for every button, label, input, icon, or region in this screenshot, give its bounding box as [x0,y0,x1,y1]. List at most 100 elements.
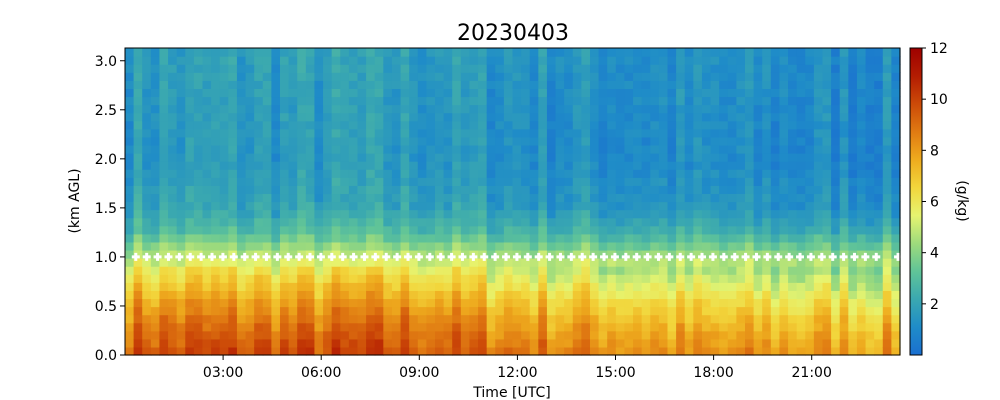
heatmap-cell [185,128,195,138]
heatmap-cell [788,144,798,154]
heatmap-cell [693,72,703,81]
heatmap-cell [676,225,686,235]
heatmap-cell [159,314,169,324]
heatmap-cell [409,144,419,154]
heatmap-cell [202,56,212,65]
heatmap-cell [633,290,643,300]
heatmap-cell [503,128,514,138]
heatmap-cell [417,177,427,186]
heatmap-cell [770,88,781,98]
heatmap-cell [125,48,135,57]
heatmap-cell [581,48,591,57]
heatmap-cell [615,209,626,219]
heatmap-cell [323,298,333,308]
heatmap-cell [348,209,359,219]
heatmap-cell [142,136,152,146]
heatmap-cell [366,96,376,106]
marker-point [229,252,238,261]
heatmap-cell [426,161,436,170]
heatmap-cell [236,282,247,291]
heatmap-cell [624,128,634,138]
heatmap-cell [598,193,608,203]
heatmap-cell [168,225,178,235]
heatmap-cell [538,112,548,122]
heatmap-cell [529,64,539,73]
heatmap-cell [874,306,884,316]
heatmap-cell [745,48,755,57]
heatmap-cell [236,266,247,275]
heatmap-cell [426,233,436,243]
heatmap-cell [254,177,264,186]
heatmap-cell [598,201,608,211]
heatmap-cell [710,72,720,81]
heatmap-cell [452,298,462,308]
heatmap-cell [245,144,255,154]
heatmap-cell [650,314,660,324]
heatmap-cell [736,322,746,332]
heatmap-cell [443,161,453,170]
heatmap-cell [280,128,290,138]
heatmap-cell [805,72,815,81]
heatmap-cell [409,185,419,195]
heatmap-cell [693,128,703,138]
heatmap-cell [211,266,221,275]
heatmap-cell [176,104,186,114]
heatmap-cell [435,306,445,316]
heatmap-cell [521,56,531,65]
heatmap-cell [391,153,402,162]
heatmap-cell [391,96,402,106]
heatmap-cell [314,96,324,106]
heatmap-cell [512,338,522,348]
heatmap-cell [822,209,832,219]
heatmap-cell [693,177,703,186]
heatmap-cell [469,201,479,211]
marker-series [131,252,903,261]
heatmap-cell [219,136,229,146]
heatmap-cell [228,330,238,340]
heatmap-cell [831,338,841,348]
heatmap-cell [202,322,212,332]
heatmap-cell [538,249,548,259]
heatmap-cell [374,306,384,316]
heatmap-cell [460,72,471,81]
heatmap-cell [839,136,849,146]
heatmap-cell [211,177,221,186]
heatmap-cell [770,112,781,122]
heatmap-cell [865,322,875,332]
heatmap-cell [245,322,255,332]
heatmap-cell [280,112,290,122]
heatmap-cell [753,128,763,138]
heatmap-cell [831,274,841,283]
heatmap-cell [831,290,841,300]
heatmap-cell [882,80,892,89]
heatmap-cell [168,64,178,73]
heatmap-cell [667,306,677,316]
heatmap-cell [254,193,264,203]
heatmap-cell [753,306,763,316]
heatmap-cell [745,306,755,316]
heatmap-cell [314,274,324,283]
heatmap-cell [435,258,445,267]
heatmap-cell [641,290,651,300]
heatmap-cell [745,193,755,203]
heatmap-cell [624,96,634,106]
heatmap-cell [796,314,806,324]
heatmap-cell [856,144,867,154]
heatmap-cell [693,322,703,332]
heatmap-cell [254,48,264,57]
heatmap-cell [314,128,324,138]
heatmap-cell [159,153,169,162]
heatmap-cell [891,56,901,65]
heatmap-cell [262,330,272,340]
marker-point [774,252,783,261]
heatmap-cell [615,88,626,98]
heatmap-cell [572,72,582,81]
heatmap-cell [650,193,660,203]
heatmap-cell [176,48,186,57]
heatmap-cell [745,290,755,300]
heatmap-cell [779,290,789,300]
heatmap-cell [297,249,307,259]
heatmap-cell [348,258,359,267]
heatmap-cell [607,314,617,324]
heatmap-cell [168,258,178,267]
